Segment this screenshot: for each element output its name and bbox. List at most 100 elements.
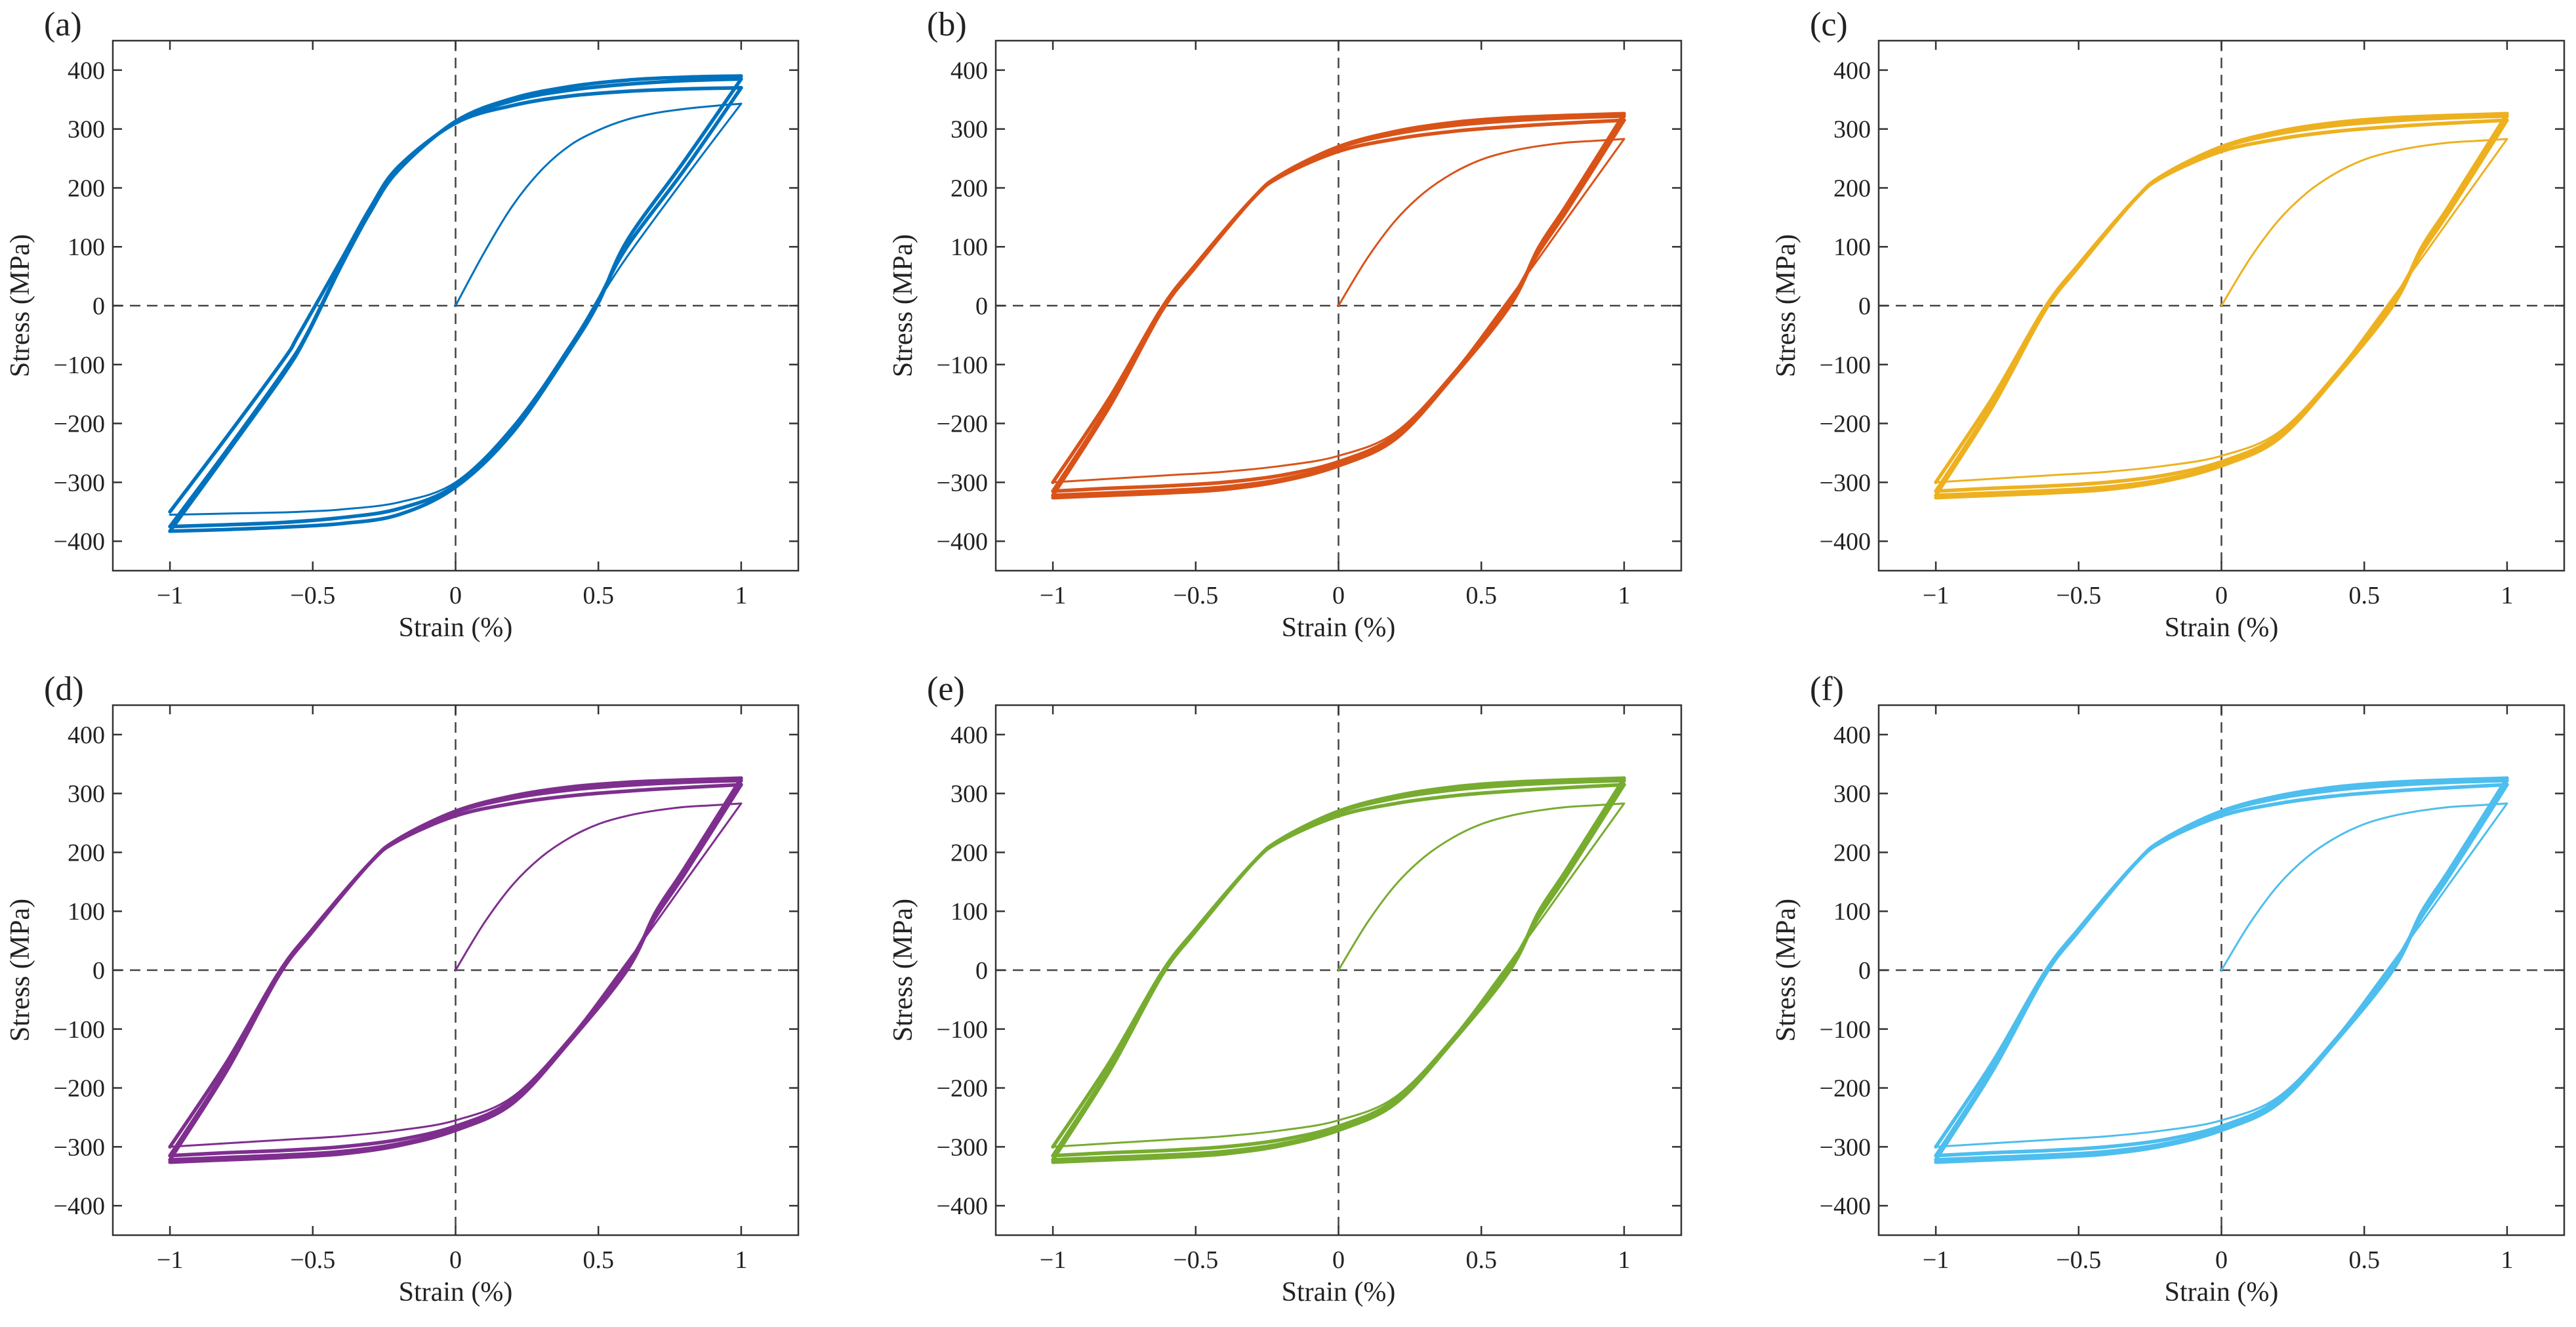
series-line-first-unloading [1052, 802, 1625, 1148]
series-line-stable-cycle-2 [1934, 783, 2509, 1158]
y-tick-label: 0 [92, 957, 105, 985]
x-tick-label: 0.5 [2348, 1246, 2380, 1274]
y-tick-label: −400 [1820, 1193, 1871, 1220]
x-tick-label: 0 [449, 582, 462, 609]
panel-label: (d) [44, 670, 84, 708]
y-tick-label: −400 [937, 528, 988, 556]
y-tick-label: −100 [1820, 1016, 1871, 1044]
y-tick-label: −400 [937, 1193, 988, 1220]
y-tick-label: −300 [937, 1133, 988, 1161]
y-tick-label: 200 [1833, 174, 1871, 202]
x-tick-label: 0 [2215, 1246, 2228, 1274]
y-tick-label: 300 [1833, 116, 1871, 144]
x-tick-label: 0.5 [1465, 1246, 1497, 1274]
x-tick-label: 1 [2501, 582, 2513, 609]
x-tick-label: −1 [157, 1246, 183, 1274]
x-axis-label: Strain (%) [1282, 613, 1396, 643]
x-tick-label: −1 [1923, 1246, 1949, 1274]
x-tick-label: −1 [157, 582, 183, 609]
x-axis-label: Strain (%) [399, 613, 513, 643]
x-tick-label: 1 [2501, 1246, 2513, 1274]
series-line-stable-cycle-6 [1051, 112, 1626, 500]
series-line-initial-loading [2220, 138, 2508, 307]
y-axis-label: Stress (MPa) [1771, 899, 1801, 1042]
series-line-stable-cycle-5 [1051, 776, 1626, 1162]
series-line-initial-loading [1338, 138, 1625, 307]
x-tick-label: 0.5 [583, 1246, 614, 1274]
y-tick-label: −300 [54, 1133, 105, 1161]
y-tick-label: 200 [951, 839, 988, 867]
x-tick-label: −0.5 [290, 1246, 335, 1274]
x-tick-label: −0.5 [2056, 1246, 2101, 1274]
y-tick-label: 100 [1833, 898, 1871, 926]
y-tick-label: −300 [937, 469, 988, 497]
y-tick-label: 200 [68, 839, 105, 867]
y-tick-label: −300 [1820, 1133, 1871, 1161]
y-tick-label: −200 [54, 411, 105, 438]
x-tick-label: 1 [735, 582, 747, 609]
panel-d: −1 −0.5 0 0.5 1 −400 −300 −200 −100 0 100 200 300 400… [5, 670, 800, 1307]
y-tick-label: −400 [1820, 528, 1871, 556]
y-tick-label: 0 [975, 957, 988, 985]
series-line-stable-cycle-2 [1051, 783, 1626, 1158]
y-tick-label: −400 [54, 1193, 105, 1220]
x-tick-label: 0 [1332, 1246, 1345, 1274]
y-tick-label: −100 [937, 352, 988, 379]
series-line-initial-loading [2220, 802, 2508, 971]
series-line-stable-cycle-6 [1051, 776, 1626, 1164]
x-tick-label: −0.5 [1173, 1246, 1218, 1274]
panel-label: (e) [927, 670, 965, 708]
x-tick-label: −1 [1040, 582, 1066, 609]
series-line-stable-cycle-5 [1934, 112, 2509, 497]
y-tick-label: 0 [975, 293, 988, 320]
x-axis-label: Strain (%) [2165, 613, 2279, 643]
series-line-stable-cycle-2 [168, 86, 743, 529]
x-axis-label: Strain (%) [399, 1277, 513, 1307]
y-tick-label: 300 [1833, 781, 1871, 808]
x-tick-label: −0.5 [1173, 582, 1218, 609]
y-tick-label: 400 [951, 722, 988, 749]
y-tick-label: 100 [68, 898, 105, 926]
x-tick-label: 1 [1618, 582, 1630, 609]
y-tick-label: 100 [951, 898, 988, 926]
panel-f: −1 −0.5 0 0.5 1 −400 −300 −200 −100 0 100 200 300 400… [1771, 670, 2566, 1307]
x-axis-label: Strain (%) [2165, 1277, 2279, 1307]
y-tick-label: −100 [1820, 352, 1871, 379]
x-tick-label: 1 [1618, 1246, 1630, 1274]
panel-label: (c) [1810, 6, 1848, 43]
series-line-stable-cycle-5 [1934, 776, 2509, 1162]
series-line-initial-loading [1338, 802, 1625, 971]
x-tick-label: 0.5 [583, 582, 614, 609]
panel-c: −1 −0.5 0 0.5 1 −400 −300 −200 −100 0 100 200 300 400… [1771, 6, 2566, 643]
x-axis-label: Strain (%) [1282, 1277, 1396, 1307]
series-line-stable-cycle-6 [168, 776, 743, 1164]
y-tick-label: 100 [68, 234, 105, 261]
x-tick-label: 1 [735, 1246, 747, 1274]
y-tick-label: 400 [1833, 57, 1871, 85]
series-line-first-unloading [1934, 802, 2508, 1148]
y-tick-label: −200 [1820, 1075, 1871, 1103]
x-tick-label: 0.5 [1465, 582, 1497, 609]
x-tick-label: −1 [1923, 582, 1949, 609]
y-tick-label: −400 [54, 528, 105, 556]
x-tick-label: 0.5 [2348, 582, 2380, 609]
series-line-first-unloading [1052, 138, 1625, 483]
x-tick-label: −1 [1040, 1246, 1066, 1274]
y-axis-label: Stress (MPa) [888, 234, 918, 377]
panel-b: −1 −0.5 0 0.5 1 −400 −300 −200 −100 0 100 200 300 400… [888, 6, 1683, 643]
x-tick-label: −0.5 [2056, 582, 2101, 609]
y-tick-label: 400 [68, 722, 105, 749]
series-line-stable-cycle-4 [168, 77, 743, 533]
y-tick-label: −300 [54, 469, 105, 497]
y-tick-label: 200 [951, 174, 988, 202]
series-line-stable-cycle-2 [168, 783, 743, 1158]
y-tick-label: −100 [937, 1016, 988, 1044]
y-tick-label: 300 [68, 781, 105, 808]
series-line-first-unloading [169, 802, 743, 1148]
y-tick-label: 400 [1833, 722, 1871, 749]
panel-e: −1 −0.5 0 0.5 1 −400 −300 −200 −100 0 100 200 300 400… [888, 670, 1683, 1307]
y-axis-label: Stress (MPa) [888, 899, 918, 1042]
series-line-stable-cycle-5 [168, 74, 743, 533]
y-tick-label: 0 [92, 293, 105, 320]
